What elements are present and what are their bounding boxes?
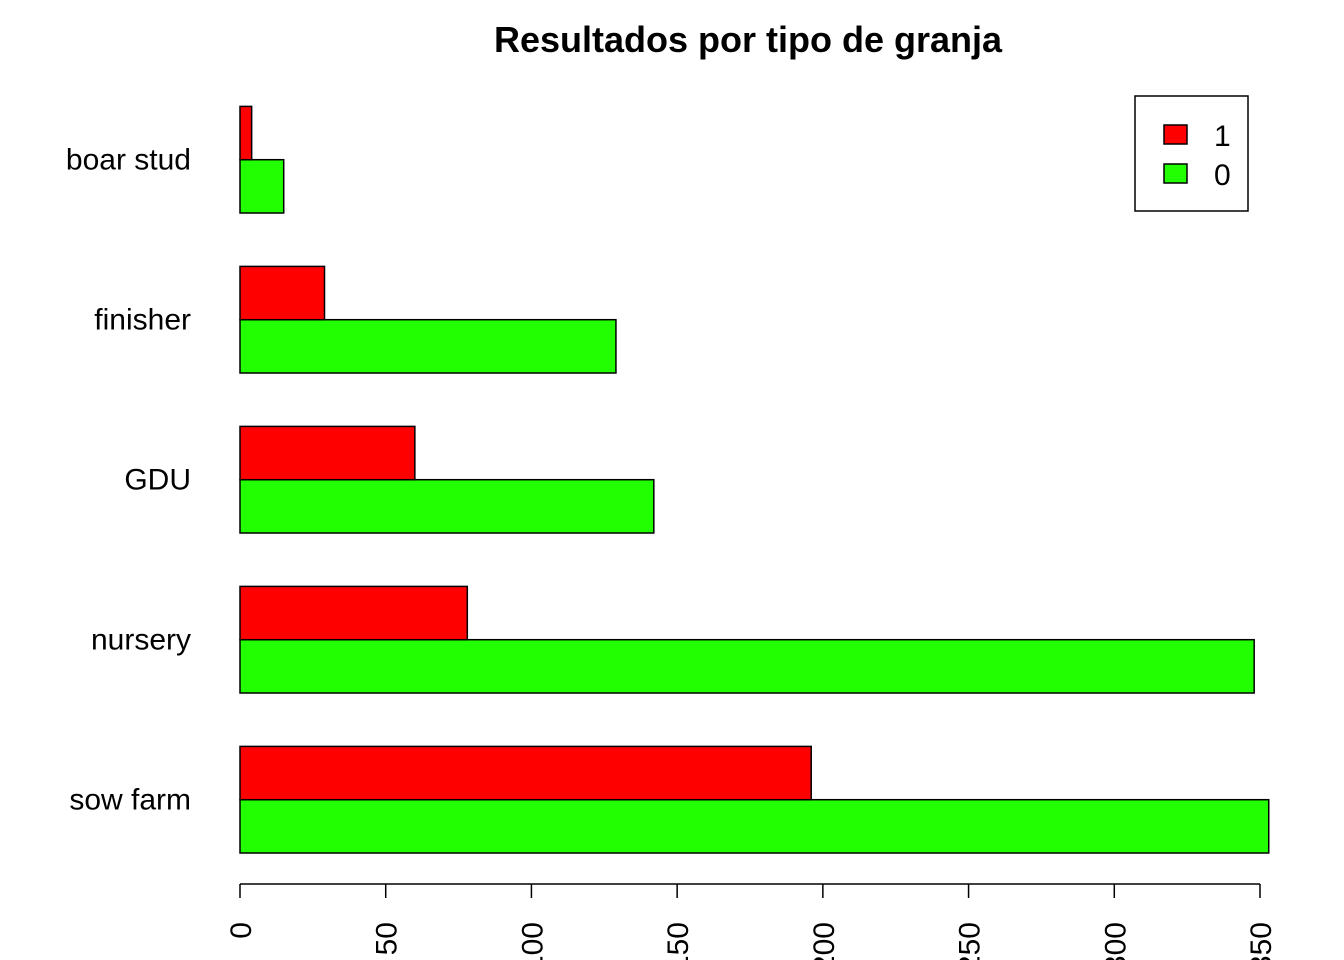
x-tick-label: 300 xyxy=(1099,922,1132,960)
legend-label-series-0: 0 xyxy=(1214,159,1231,192)
category-labels: sow farm nursery GDU finisher boar stud xyxy=(66,144,191,817)
bar-gdu-series-1 xyxy=(239,425,416,481)
x-tick-label: 100 xyxy=(516,922,549,960)
legend-box xyxy=(1134,95,1249,212)
x-axis: 0 50 100 150 200 250 300 350 xyxy=(225,883,1278,960)
chart-title: Resultados por tipo de granja xyxy=(494,19,1003,60)
bar-finisher-series-1 xyxy=(239,265,326,321)
legend-swatch-series-1 xyxy=(1163,124,1188,145)
x-tick-label: 350 xyxy=(1245,922,1278,960)
x-tick-label: 250 xyxy=(954,922,987,960)
category-label-finisher: finisher xyxy=(94,304,191,337)
bar-finisher-series-0 xyxy=(239,318,617,374)
bar-boar-stud-series-1 xyxy=(239,105,253,161)
x-tick-label: 50 xyxy=(371,922,404,955)
bar-nursery-series-0 xyxy=(239,638,1255,694)
legend: 1 0 xyxy=(1134,95,1249,212)
legend-label-series-1: 1 xyxy=(1214,120,1231,153)
bar-gdu-series-0 xyxy=(239,478,655,534)
x-tick-label: 150 xyxy=(662,922,695,960)
bars-group xyxy=(239,105,1270,854)
x-tick-label: 200 xyxy=(808,922,841,960)
legend-swatch-series-0 xyxy=(1163,163,1188,184)
category-label-boar-stud: boar stud xyxy=(66,144,191,177)
category-label-nursery: nursery xyxy=(91,624,191,657)
bar-boar-stud-series-0 xyxy=(239,158,285,214)
category-label-gdu: GDU xyxy=(124,464,191,497)
x-tick-label: 0 xyxy=(225,922,258,939)
bar-sow-farm-series-1 xyxy=(239,745,812,801)
category-label-sow-farm: sow farm xyxy=(69,784,191,817)
bar-nursery-series-1 xyxy=(239,585,469,641)
bar-sow-farm-series-0 xyxy=(239,798,1270,854)
